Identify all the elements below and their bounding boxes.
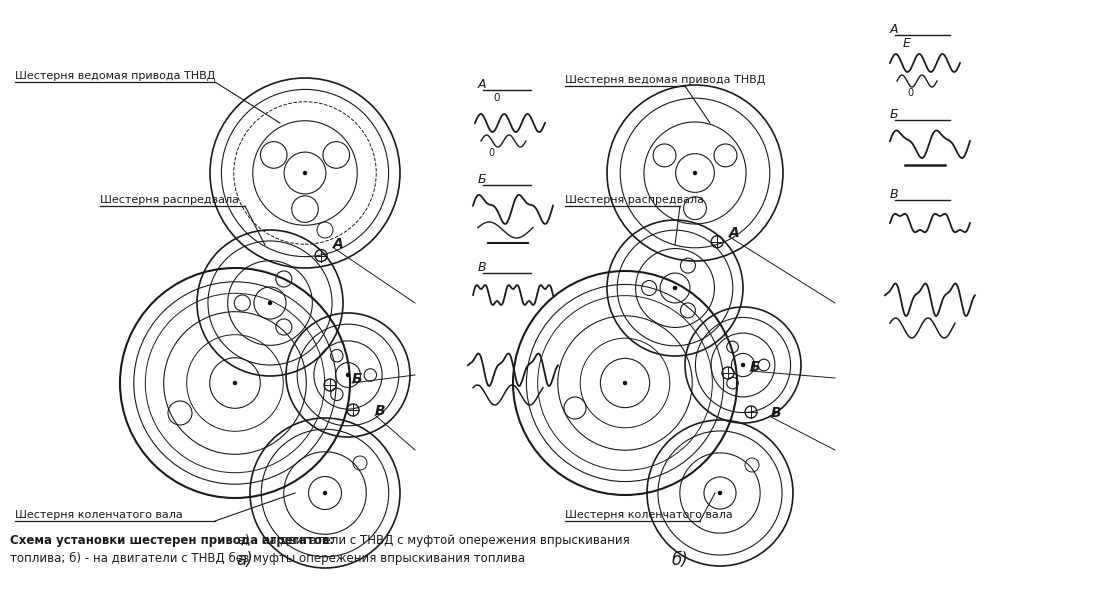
Circle shape [673,286,677,290]
Text: Шестерня распредвала: Шестерня распредвала [565,195,704,205]
Text: 0: 0 [493,93,499,103]
Text: Б: Б [750,360,760,374]
Text: 0: 0 [907,88,914,98]
Text: В: В [771,406,781,420]
Text: Шестерня распредвала: Шестерня распредвала [100,195,239,205]
Text: А: А [333,237,344,251]
Text: Схема установки шестерен привода агрегатов:: Схема установки шестерен привода агрегат… [10,534,334,547]
Text: а) - на двигатели с ТНВД с муфтой опережения впрыскивания: а) - на двигатели с ТНВД с муфтой опереж… [234,534,629,547]
Circle shape [233,381,237,385]
Text: Е: Е [903,37,911,50]
Text: В: В [890,188,898,201]
Circle shape [741,363,745,367]
Circle shape [719,491,722,495]
Circle shape [303,171,307,175]
Text: топлива; б) - на двигатели с ТНВД без муфты опережения впрыскивания топлива: топлива; б) - на двигатели с ТНВД без му… [10,552,526,565]
Text: А: А [730,226,739,240]
Text: Б: Б [890,108,898,121]
Text: Б: Б [352,372,363,386]
Text: Шестерня коленчатого вала: Шестерня коленчатого вала [15,510,183,520]
Text: В: В [375,404,386,418]
Text: А: А [478,78,486,91]
Text: Шестерня коленчатого вала: Шестерня коленчатого вала [565,510,733,520]
Circle shape [693,171,696,175]
Text: б): б) [671,551,689,569]
Text: Шестерня ведомая привода ТНВД: Шестерня ведомая привода ТНВД [565,75,766,85]
Text: Б: Б [478,173,487,186]
Text: В: В [478,261,487,274]
Circle shape [323,491,327,495]
Text: 0: 0 [488,148,494,158]
Circle shape [268,301,272,305]
Text: а): а) [237,551,253,569]
Circle shape [623,381,627,385]
Text: Шестерня ведомая привода ТНВД: Шестерня ведомая привода ТНВД [15,71,215,81]
Text: А: А [890,23,898,36]
Circle shape [346,373,350,377]
